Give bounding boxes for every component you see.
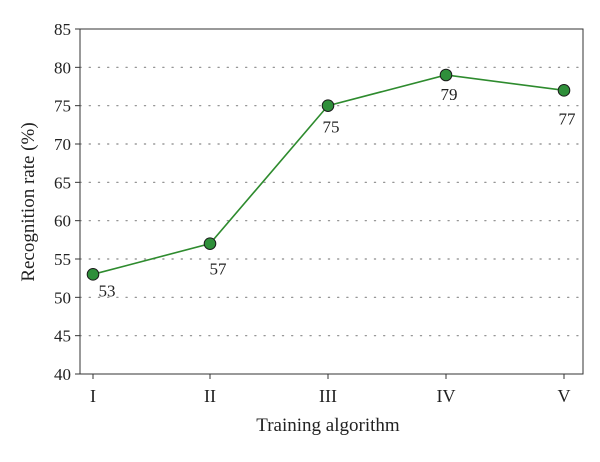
x-axis-title: Training algorithm [256,415,400,436]
data-label: 75 [323,118,340,137]
data-label: 77 [559,109,577,128]
data-point [203,237,217,250]
y-tick-label: 85 [54,20,71,39]
x-tick-label: V [558,386,571,406]
data-label: 57 [210,260,228,279]
y-tick-label: 60 [54,212,71,231]
y-axis-title: Recognition rate (%) [18,122,39,281]
y-tick-label: 70 [54,135,71,154]
data-point [86,268,100,281]
y-tick-label: 55 [54,250,71,269]
data-label: 53 [99,281,116,300]
x-tick-label: III [319,386,337,406]
x-tick-label: IV [437,386,456,406]
data-point [321,99,335,112]
y-tick-label: 65 [54,173,71,192]
x-tick-label: II [204,386,216,406]
y-tick-label: 80 [54,58,71,77]
gridlines [79,66,584,337]
y-tick-label: 45 [54,327,71,346]
data-point [439,68,453,82]
y-tick-label: 50 [54,288,71,307]
x-tick-label: I [90,386,96,406]
data-point [557,84,571,97]
y-tick-label: 40 [54,365,71,384]
y-tick-label: 75 [54,97,71,116]
series-layer [86,68,571,281]
data-labels: 53 57 75 79 77 [99,85,577,300]
data-label: 79 [441,85,458,104]
plot-frame [79,28,584,375]
